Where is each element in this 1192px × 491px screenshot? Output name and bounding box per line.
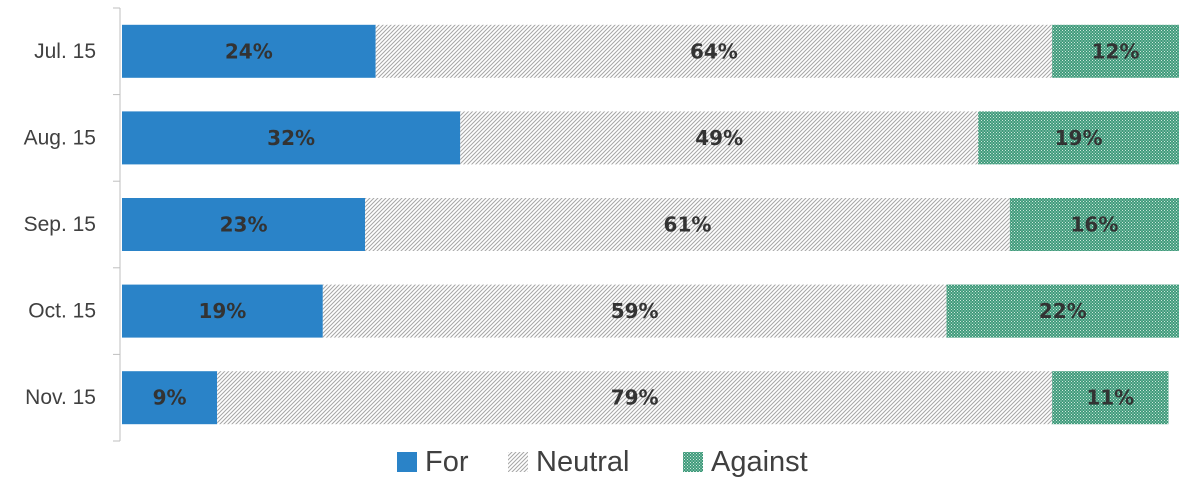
data-label: 16% <box>1071 213 1119 237</box>
bar-segment-neutral <box>365 198 1010 251</box>
data-label: 79% <box>611 386 659 410</box>
bar-segment-neutral <box>460 111 979 165</box>
category-label: Jul. 15 <box>34 40 96 63</box>
bar-segment-against <box>946 284 1179 338</box>
data-label: 32% <box>267 126 315 150</box>
labels-area: 24% 64% 12% 32% 49% 19% 23% 61% 16% 19% 59% 22% 9% 79… <box>153 39 1140 409</box>
legend-label-for: For <box>425 446 469 478</box>
legend: For Neutral Against <box>397 446 808 478</box>
data-label: 12% <box>1092 39 1140 63</box>
legend-swatch-neutral <box>508 452 528 472</box>
bar-segment-against <box>1052 24 1179 78</box>
bar-segment-for <box>122 198 366 251</box>
data-label: 11% <box>1086 386 1134 410</box>
legend-label-neutral: Neutral <box>536 446 630 478</box>
legend-swatch-against <box>683 452 703 472</box>
bar-segment-against <box>978 111 1179 165</box>
category-label: Sep. 15 <box>24 213 96 236</box>
bar-segment-neutral <box>322 284 947 338</box>
data-label: 61% <box>664 213 712 237</box>
category-axis: Jul. 15 Aug. 15 Sep. 15 Oct. 15 Nov. 15 <box>24 7 121 442</box>
category-label: Nov. 15 <box>25 386 96 409</box>
legend-label-against: Against <box>711 446 808 478</box>
data-label: 19% <box>1055 126 1103 150</box>
data-label: 49% <box>695 126 743 150</box>
bar-segment-for <box>122 371 218 425</box>
category-label: Oct. 15 <box>28 300 96 323</box>
bar-segment-neutral <box>375 24 1053 78</box>
data-label: 64% <box>690 39 738 63</box>
data-label: 59% <box>611 299 659 323</box>
data-label: 23% <box>220 213 268 237</box>
data-label: 9% <box>153 386 187 410</box>
bar-segment-for <box>122 24 376 78</box>
category-label: Aug. 15 <box>24 126 96 149</box>
bar-segment-against <box>1052 371 1169 425</box>
bar-segment-neutral <box>217 371 1053 425</box>
bar-segment-for <box>122 284 323 338</box>
legend-swatch-for <box>397 452 417 472</box>
bar-segment-against <box>1009 198 1179 251</box>
data-label: 19% <box>198 299 246 323</box>
data-label: 24% <box>225 39 273 63</box>
bars-area <box>122 24 1179 425</box>
bar-segment-for <box>122 111 461 165</box>
data-label: 22% <box>1039 299 1087 323</box>
